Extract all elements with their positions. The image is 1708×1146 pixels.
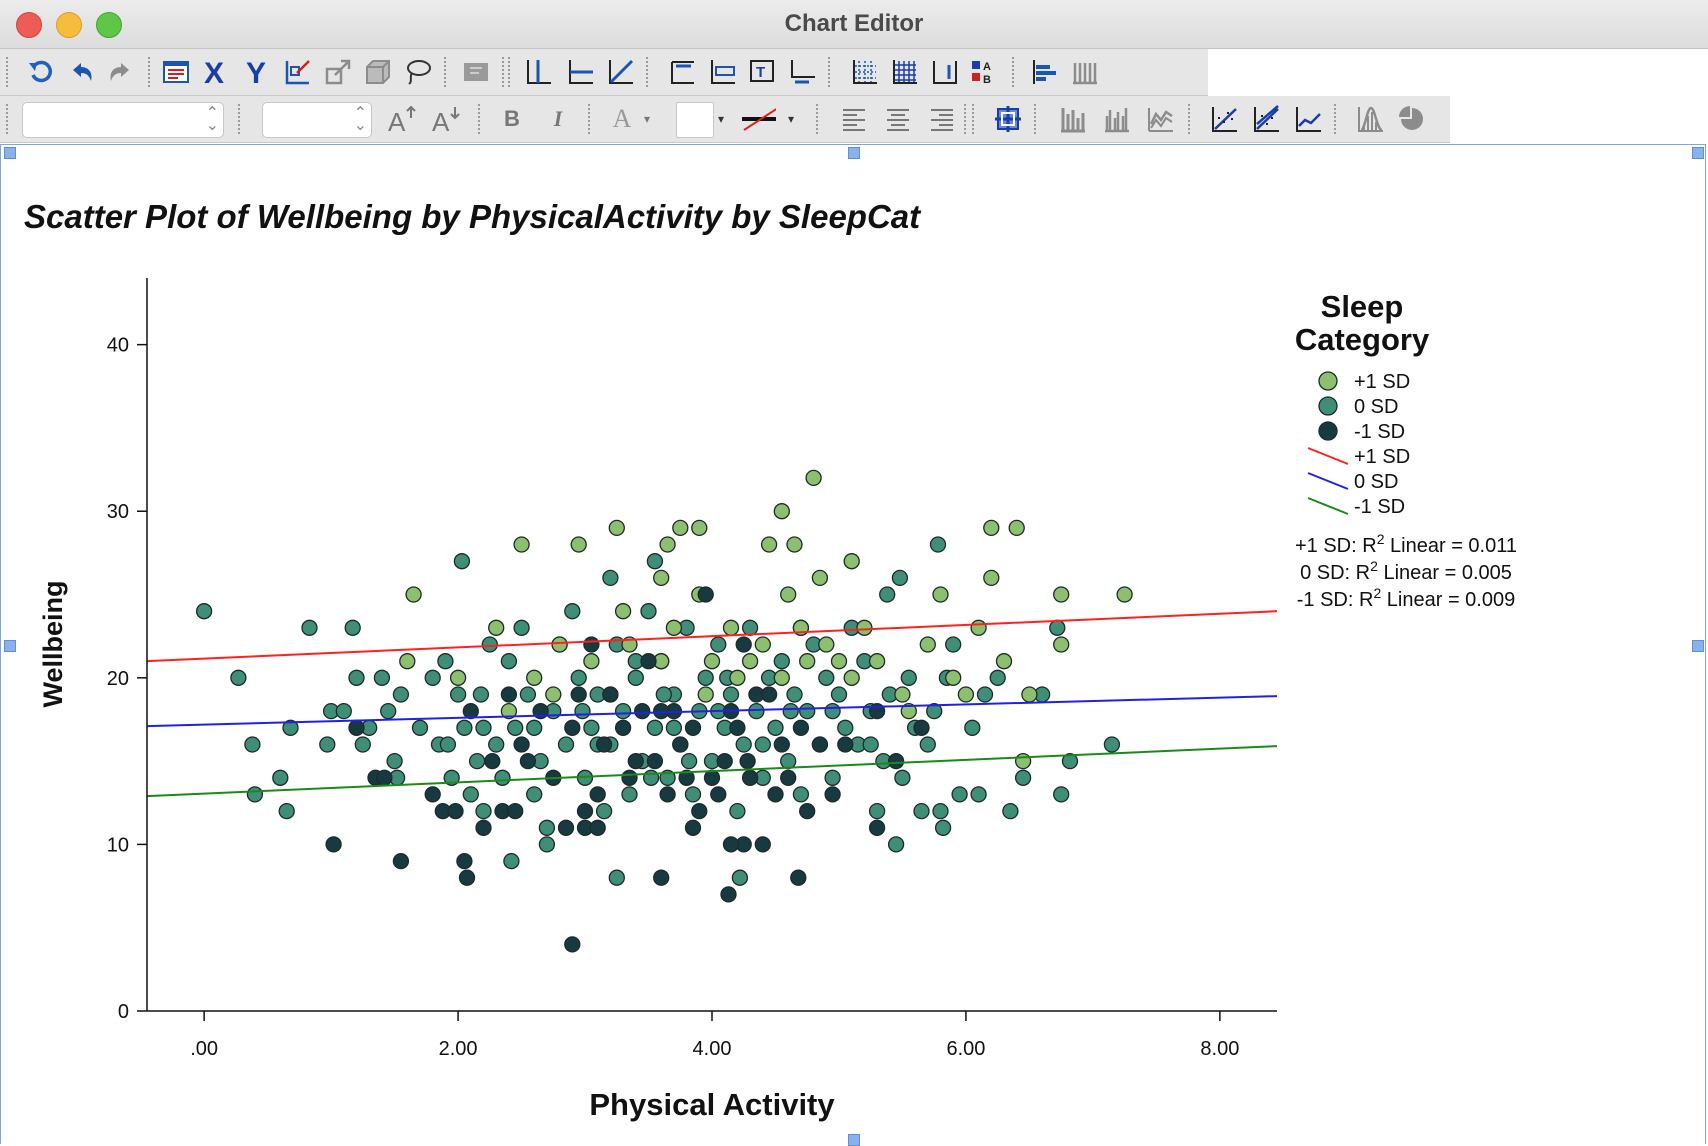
- font-size-combo[interactable]: ⌃ ⌄: [262, 102, 372, 138]
- properties-icon[interactable]: [158, 55, 194, 89]
- reference-line-y-icon[interactable]: [562, 55, 598, 89]
- separator: [1334, 104, 1340, 134]
- resize-handle[interactable]: [1692, 147, 1704, 159]
- svg-text:A: A: [432, 107, 450, 134]
- svg-text:Y: Y: [246, 57, 266, 87]
- separator: [444, 57, 450, 87]
- svg-text:A: A: [388, 107, 406, 134]
- window-title: Chart Editor: [784, 10, 924, 37]
- fill-color-swatch[interactable]: [676, 102, 714, 138]
- svg-text:B: B: [983, 74, 991, 86]
- svg-text:X: X: [204, 57, 224, 87]
- interpolation-line-icon[interactable]: [1290, 102, 1326, 136]
- text-color-button[interactable]: A: [612, 104, 632, 133]
- data-label-mode-icon[interactable]: [280, 55, 316, 89]
- data-id-icon[interactable]: [990, 102, 1026, 136]
- lasso-icon[interactable]: [400, 55, 436, 89]
- separator: [1034, 104, 1040, 134]
- line-chart-icon[interactable]: [1142, 102, 1178, 136]
- resize-handle[interactable]: [4, 147, 16, 159]
- align-left-icon[interactable]: [836, 102, 872, 136]
- bold-button[interactable]: B: [504, 106, 520, 131]
- fit-line-subgroups-icon[interactable]: [1248, 102, 1284, 136]
- window-titlebar: Chart Editor: [0, 0, 1708, 49]
- pie-icon[interactable]: [1394, 102, 1430, 136]
- y-axis-icon[interactable]: Y: [240, 55, 276, 89]
- annotation-icon[interactable]: [704, 55, 740, 89]
- text-box-icon[interactable]: T: [744, 55, 780, 89]
- resize-handle[interactable]: [4, 640, 16, 652]
- svg-text:A: A: [983, 61, 991, 73]
- resize-handle[interactable]: [1692, 640, 1704, 652]
- separator: [478, 104, 484, 134]
- align-right-icon[interactable]: [924, 102, 960, 136]
- maximize-window-button[interactable]: [96, 12, 122, 38]
- 3d-rotate-icon[interactable]: [360, 55, 396, 89]
- separator: [1012, 57, 1018, 87]
- footnote-icon[interactable]: [784, 55, 820, 89]
- close-window-button[interactable]: [16, 12, 42, 38]
- font-shrink-icon[interactable]: A: [428, 102, 464, 136]
- transpose-icon[interactable]: [458, 55, 494, 89]
- chart-title[interactable]: Scatter Plot of Wellbeing by PhysicalAct…: [24, 198, 921, 235]
- separator: [646, 57, 652, 87]
- bar-label-icon[interactable]: [1026, 55, 1062, 89]
- chevron-updown-icon: ⌃ ⌄: [353, 103, 367, 134]
- svg-text:T: T: [756, 64, 765, 81]
- separator: [148, 57, 154, 87]
- distribution-curve-icon[interactable]: [1352, 102, 1388, 136]
- chevron-down-icon[interactable]: ▾: [717, 112, 725, 126]
- resize-handle[interactable]: [848, 147, 860, 159]
- chart-canvas[interactable]: [0, 144, 1706, 1144]
- line-style-icon[interactable]: [740, 102, 776, 136]
- separator: [816, 104, 822, 134]
- align-center-icon[interactable]: [880, 102, 916, 136]
- chevron-down-icon[interactable]: ▾: [643, 112, 651, 126]
- fit-line-total-icon[interactable]: [1206, 102, 1242, 136]
- redo-icon[interactable]: [102, 55, 138, 89]
- title-icon[interactable]: [664, 55, 700, 89]
- data-labels-icon[interactable]: [926, 55, 962, 89]
- rescale-icon[interactable]: [320, 55, 356, 89]
- rotate-icon[interactable]: [22, 55, 58, 89]
- font-family-combo[interactable]: ⌃ ⌄: [22, 102, 224, 138]
- bar-chart-icon[interactable]: [1054, 102, 1090, 136]
- toolbar-grip[interactable]: [6, 104, 12, 134]
- x-axis-icon[interactable]: X: [198, 55, 234, 89]
- chevron-updown-icon: ⌃ ⌄: [205, 103, 219, 134]
- reference-line-x-icon[interactable]: [520, 55, 556, 89]
- separator: [972, 104, 978, 134]
- grid-icon[interactable]: [886, 55, 922, 89]
- separator: [1188, 104, 1194, 134]
- clustered-bar-icon[interactable]: [1098, 102, 1134, 136]
- toolbar-grip[interactable]: [6, 57, 12, 87]
- separator: [238, 104, 244, 134]
- grid-lines-icon[interactable]: [846, 55, 882, 89]
- separator: [588, 104, 594, 134]
- minimize-window-button[interactable]: [56, 12, 82, 38]
- separator: [508, 57, 514, 87]
- font-grow-icon[interactable]: A: [384, 102, 420, 136]
- toolbar-row-2: ⌃ ⌄ ⌃ ⌄ A A B I A ▾ ▾ ▾: [0, 96, 1450, 143]
- undo-icon[interactable]: [64, 55, 100, 89]
- chevron-down-icon[interactable]: ▾: [787, 112, 795, 126]
- separator: [502, 57, 508, 87]
- scale-icon[interactable]: [1066, 55, 1102, 89]
- separator: [828, 57, 834, 87]
- separator: [964, 104, 970, 134]
- reference-line-equation-icon[interactable]: [602, 55, 638, 89]
- resize-handle[interactable]: [848, 1134, 860, 1146]
- italic-button[interactable]: I: [553, 106, 563, 131]
